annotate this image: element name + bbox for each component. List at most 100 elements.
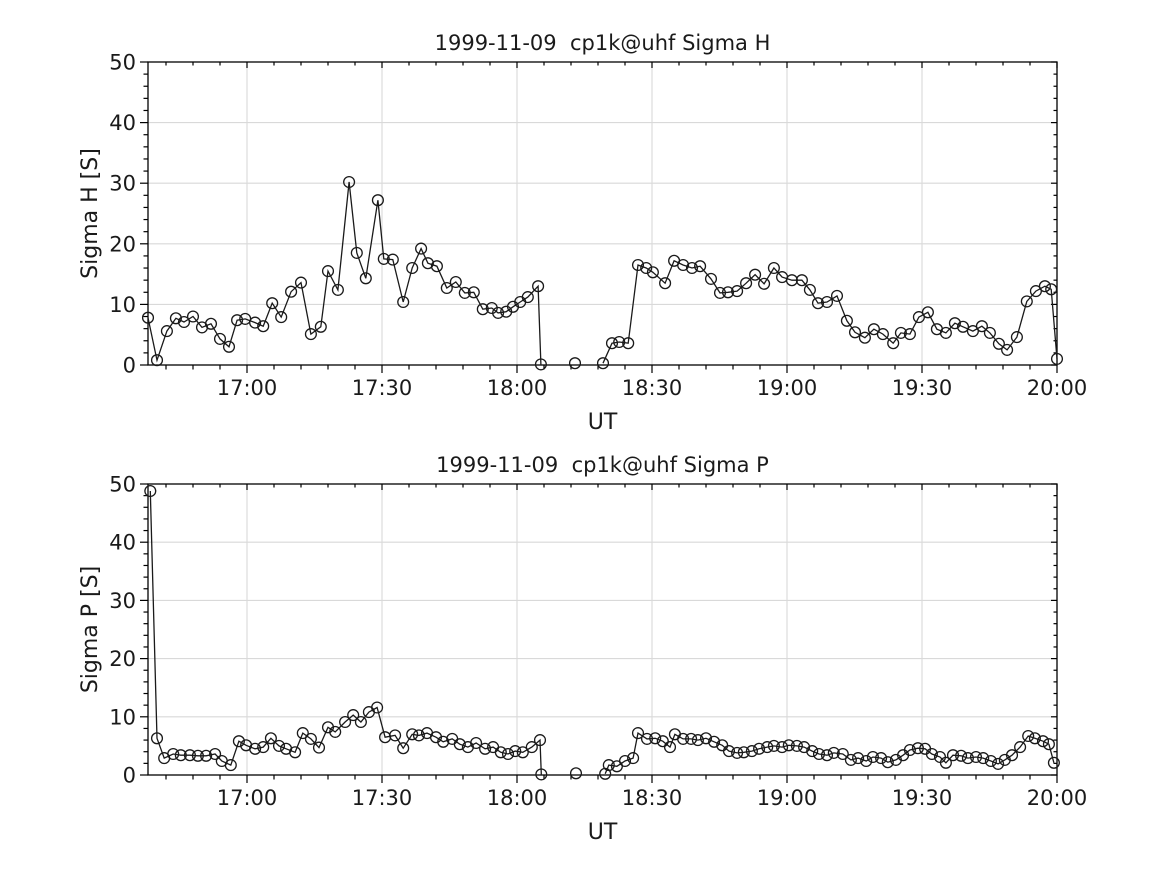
data-point-marker [761,741,774,754]
data-point-marker [249,742,262,755]
data-point-marker [1047,756,1060,769]
data-point-marker [144,484,157,498]
data-point-marker [966,325,979,338]
data-point-marker [296,727,309,740]
x-tick-label: 17:00 [217,786,278,810]
x-tick-label: 20:00 [1027,376,1088,400]
data-point-marker [533,734,547,747]
data-point-marker [521,291,534,304]
data-point-marker [685,732,698,745]
data-point-marker [150,732,164,745]
data-point-marker [200,749,213,762]
data-point-marker [249,316,262,329]
data-point-marker [956,320,970,333]
data-point-marker [708,735,721,748]
data-point-marker [266,297,279,310]
chart-sigma-p: 17:00 17:30 18:00 18:30 19:00 19:30 20:00 0 10 20… [78,453,1087,845]
data-point-marker [397,742,410,755]
x-tick-label: 17:30 [352,376,413,400]
data-point-marker [704,272,718,285]
plot-box [147,483,1058,776]
data-point-marker [501,747,515,761]
data-point-marker [534,358,547,371]
data-point-marker [983,326,996,339]
data-point-marker [631,258,645,272]
data-point-marker [213,332,227,345]
y-axis-label: Sigma H [S] [78,148,103,279]
y-tick-label: 20 [109,647,136,671]
data-point-marker [820,295,834,309]
data-point-marker [758,277,771,290]
data-point-marker [167,747,180,761]
data-point-marker [992,337,1005,350]
data-point-marker [955,749,968,762]
data-point-marker [343,175,356,189]
data-point-marker [640,732,654,745]
data-point-marker [479,742,492,755]
data-point-marker [622,337,635,350]
data-point-marker [359,272,372,285]
data-point-marker [894,326,907,339]
data-point-marker [836,747,849,761]
chart-sigma-h: 17:00 17:30 18:00 18:30 19:00 19:30 20:00 0 10 20… [78,31,1087,435]
data-point-marker [141,311,155,324]
data-point-marker [294,276,308,289]
y-tick-label: 50 [109,473,136,497]
data-point-marker [371,701,384,714]
data-point-marker [449,275,462,289]
data-point-marker [721,286,735,299]
data-point-marker [421,257,434,270]
data-point-marker [782,739,795,752]
x-tick-label: 18:00 [487,376,548,400]
data-point-marker [745,745,758,758]
data-point-marker [992,757,1005,770]
data-point-marker [350,246,363,259]
y-tick-label: 0 [123,764,136,788]
data-point-marker [803,283,816,296]
data-point-marker [911,742,924,755]
data-point-marker [321,265,335,278]
data-point-marker [948,317,961,330]
data-point-marker [977,752,990,765]
data-point-marker [371,194,384,207]
x-tick-label: 19:30 [892,376,953,400]
data-point-marker [903,328,916,341]
data-point-marker [169,312,182,325]
data-point-marker [224,759,237,772]
data-point-marker [631,727,645,740]
data-point-marker [150,354,164,367]
data-point-marker [1020,295,1033,308]
x-tick-label: 18:00 [487,786,548,810]
data-point-marker [731,285,744,298]
data-point-marker [494,746,507,759]
data-point-marker [264,732,277,745]
data-point-marker [1001,343,1014,356]
chart-title: 1999-11-09 cp1k@uhf Sigma H [435,31,771,55]
data-point-marker [275,311,288,324]
data-point-marker [1042,738,1055,751]
data-point-marker [646,266,659,279]
data-series [144,484,1060,781]
x-tick-label: 20:00 [1027,786,1088,810]
data-series [141,175,1064,371]
data-point-marker [785,274,798,287]
grid-lines [148,484,1058,775]
data-point-marker [532,280,545,293]
data-point-marker [354,715,367,729]
data-point-marker [806,745,819,758]
data-point-marker [191,749,204,762]
data-point-marker [946,749,960,762]
data-point-marker [1029,285,1042,298]
data-point-marker [852,752,865,765]
data-point-marker [312,741,326,754]
data-point-marker [389,729,402,742]
data-point-marker [984,754,997,768]
data-point-marker [331,283,344,296]
data-point-marker [939,326,952,339]
data-point-marker [440,281,453,295]
data-point-marker [921,306,934,319]
data-point-marker [412,729,425,742]
data-point-marker [377,252,390,265]
y-tick-label: 50 [109,51,136,75]
data-point-marker [663,741,677,754]
